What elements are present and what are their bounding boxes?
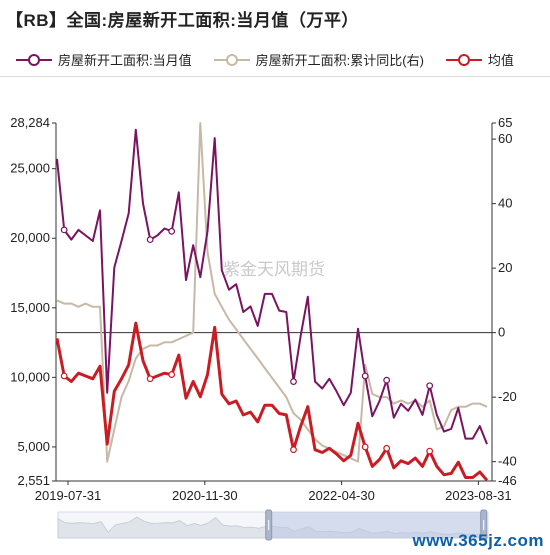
- right-tick-label: -46: [498, 473, 517, 488]
- data-point-marker[interactable]: [383, 376, 391, 384]
- data-point-marker[interactable]: [426, 382, 434, 390]
- data-point-marker[interactable]: [383, 444, 391, 452]
- data-point-marker[interactable]: [290, 378, 297, 385]
- legend-swatch-average: [445, 53, 482, 66]
- right-tick-label: -20: [498, 389, 517, 404]
- chart-title: 【RB】全国:房屋新开工面积:当月值（万平）: [6, 11, 359, 30]
- data-point-marker[interactable]: [290, 446, 297, 454]
- legend-label-monthly: 房屋新开工面积:当月值: [58, 53, 192, 68]
- left-tick-label: 10,000: [10, 369, 50, 384]
- right-tick-label: 40: [498, 196, 512, 211]
- site-watermark: www.365jz.com: [412, 531, 544, 550]
- chart-watermark: 紫金天风期货: [223, 260, 325, 279]
- data-point-marker[interactable]: [146, 236, 154, 244]
- right-tick-label: 20: [498, 260, 512, 275]
- left-tick-label: 25,000: [10, 161, 50, 176]
- right-tick-label: -40: [498, 454, 517, 469]
- zoom-slider-selection[interactable]: [268, 512, 484, 538]
- legend-item-monthly[interactable]: 房屋新开工面积:当月值: [16, 50, 192, 69]
- legend-swatch-cumulative: [213, 53, 250, 66]
- header-divider: [0, 76, 550, 77]
- left-tick-label: 2,551: [17, 473, 50, 488]
- data-point-marker[interactable]: [361, 443, 369, 451]
- left-tick-label: 28,284: [10, 115, 50, 130]
- x-tick-label: 2023-08-31: [445, 488, 512, 503]
- legend-label-average: 均值: [487, 53, 514, 68]
- data-point-marker[interactable]: [146, 375, 154, 383]
- legend-item-cumulative[interactable]: 房屋新开工面积:累计同比(右): [213, 50, 424, 69]
- legend-swatch-monthly: [16, 53, 52, 66]
- left-tick-label: 20,000: [10, 230, 50, 245]
- left-tick-label: 5,000: [17, 439, 50, 454]
- legend-item-average[interactable]: 均值: [445, 50, 514, 69]
- data-point-marker[interactable]: [60, 372, 68, 380]
- x-tick-label: 2019-07-31: [35, 488, 102, 503]
- series-line-0[interactable]: [56, 128, 488, 445]
- data-point-marker[interactable]: [168, 371, 176, 378]
- right-tick-label: 0: [498, 325, 505, 340]
- x-tick-label: 2022-04-30: [308, 488, 375, 503]
- legend-label-cumulative: 房屋新开工面积:累计同比(右): [255, 53, 424, 68]
- data-point-marker[interactable]: [361, 372, 369, 380]
- data-point-marker[interactable]: [60, 226, 68, 234]
- data-point-marker[interactable]: [426, 447, 434, 455]
- left-tick-label: 15,000: [10, 300, 50, 315]
- x-tick-label: 2020-11-30: [172, 488, 238, 503]
- legend: 房屋新开工面积:当月值 房屋新开工面积:累计同比(右) 均值: [16, 50, 514, 69]
- right-tick-label: 65: [498, 115, 512, 130]
- series-line-2[interactable]: [55, 321, 489, 482]
- right-tick-label: 60: [498, 131, 512, 146]
- data-point-marker[interactable]: [168, 227, 176, 235]
